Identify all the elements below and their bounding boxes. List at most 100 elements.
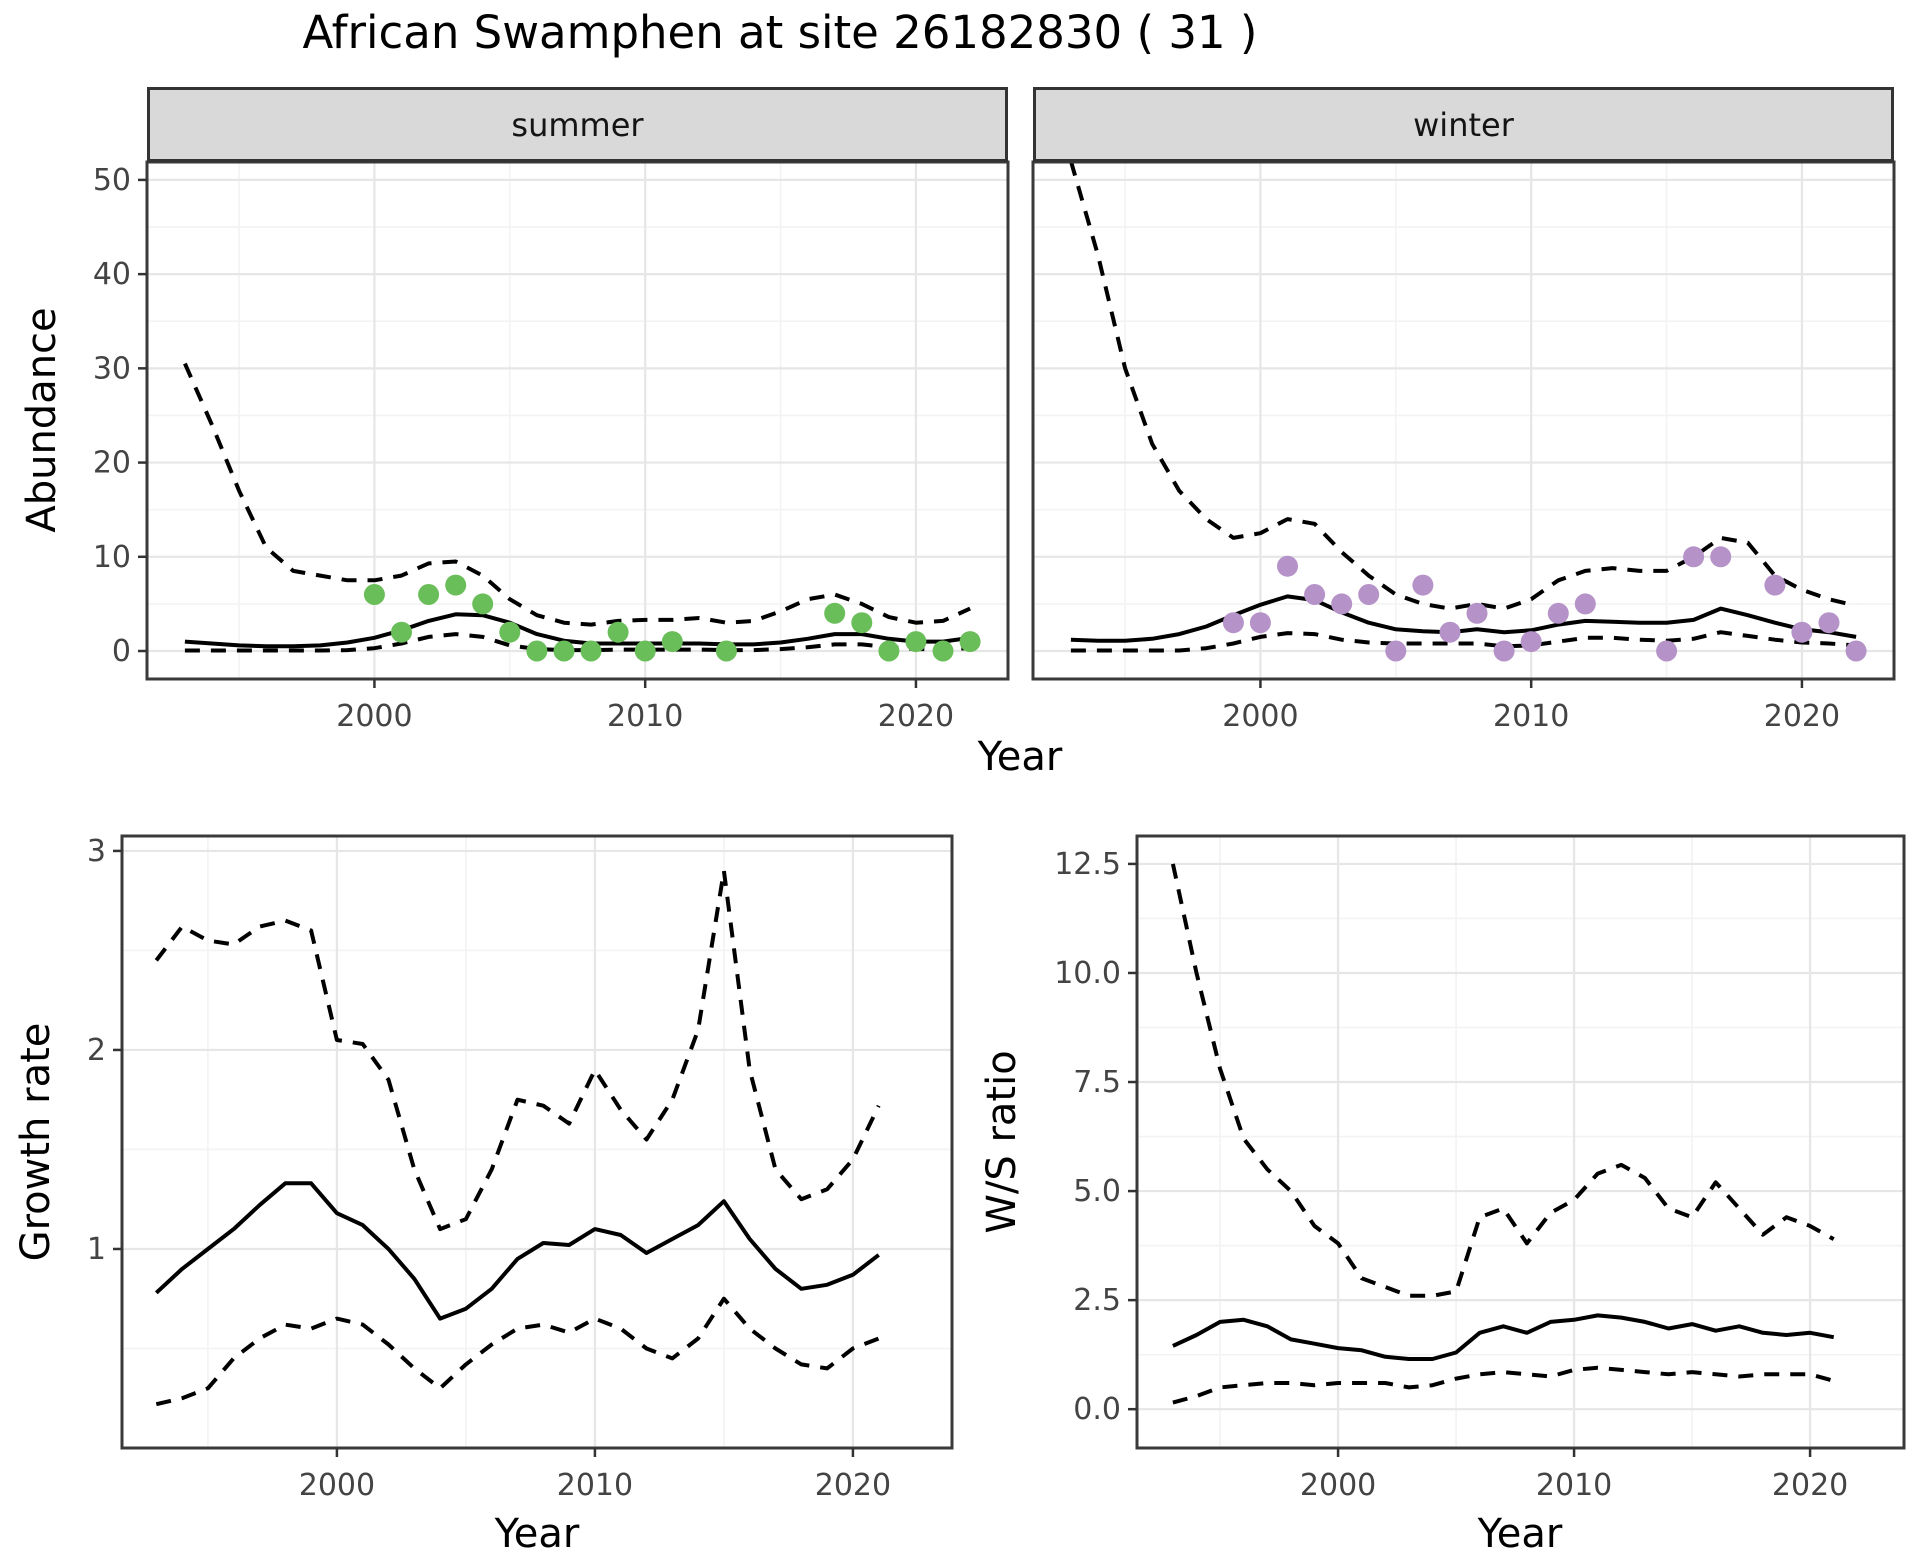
fit-line	[1070, 594, 1857, 643]
x-tick-label: 2020	[815, 1468, 891, 1503]
lower-ci-line	[184, 632, 971, 653]
observation-point	[634, 640, 656, 662]
observation-point	[1547, 602, 1569, 624]
lower-ci-line	[1172, 1365, 1835, 1405]
observation-point	[1764, 574, 1786, 596]
observation-point	[607, 621, 629, 643]
y-tick-label: 10.0	[1054, 956, 1121, 991]
data-marks	[183, 362, 981, 662]
panel-background	[147, 162, 1008, 679]
upper-ci-line	[1069, 162, 1857, 611]
ratio-y-axis-title: W/S ratio	[979, 1050, 1025, 1234]
growth-y-axis-title: Growth rate	[13, 1022, 59, 1262]
y-tick-label: 20	[93, 446, 131, 481]
y-tick-label: 12.5	[1054, 847, 1121, 882]
observation-point	[1331, 593, 1353, 615]
y-tick-label: 5.0	[1073, 1174, 1121, 1209]
y-tick-label: 7.5	[1073, 1065, 1121, 1100]
x-tick-label: 2020	[1772, 1468, 1848, 1503]
observation-point	[1791, 621, 1813, 643]
observation-point	[1439, 621, 1461, 643]
observation-point	[905, 631, 927, 653]
panel-background	[122, 836, 952, 1448]
panel-border	[120, 834, 954, 1450]
observation-point	[1574, 593, 1596, 615]
observation-point	[878, 640, 900, 662]
panel-background	[1137, 836, 1904, 1448]
y-tick-label: 1	[87, 1232, 106, 1267]
y-tick-label: 0.0	[1073, 1392, 1121, 1427]
fit-line	[154, 1181, 880, 1321]
observation-point	[1493, 640, 1515, 662]
gridlines-minor	[1137, 836, 1904, 1448]
x-tick-label: 2020	[1764, 699, 1840, 734]
observation-point	[1656, 640, 1678, 662]
axis-ticks	[113, 849, 855, 1457]
panel-ws-ratio: 2000 2010 2020 0.0 2.5 5.0 7.5 10.0 12.5	[1054, 834, 1906, 1503]
panel-abundance-winter: 2000 2010 2020	[1031, 160, 1896, 734]
observation-point	[1304, 584, 1326, 605]
fit-line	[184, 612, 971, 649]
observation-point	[1358, 584, 1380, 605]
y-tick-label: 30	[93, 351, 131, 386]
data-marks	[1170, 863, 1835, 1405]
observation-point	[661, 631, 683, 653]
observation-point	[959, 631, 981, 653]
y-tick-label: 2.5	[1073, 1283, 1121, 1318]
panel-growth-rate: 2000 2010 2020 1 2 3	[87, 834, 954, 1503]
observation-point	[715, 640, 737, 662]
gridlines-minor	[122, 836, 952, 1448]
observation-point	[824, 602, 846, 624]
panel-abundance-summer: 2000 2010 2020 0 10 20 30 40 50	[93, 160, 1010, 734]
y-tick-label: 50	[93, 163, 131, 198]
observation-point	[445, 574, 467, 596]
facet-strip-summer: summer	[147, 87, 1008, 162]
abundance-x-axis-title: Year	[977, 734, 1063, 780]
observation-point	[472, 593, 494, 615]
x-tick-label: 2010	[557, 1468, 633, 1503]
growth-x-axis-title: Year	[494, 1511, 580, 1557]
observation-point	[1412, 574, 1434, 596]
abundance-y-axis-title: Abundance	[19, 307, 65, 533]
upper-ci-line	[183, 362, 971, 627]
observation-point	[1845, 640, 1867, 662]
observation-point	[418, 584, 440, 605]
observation-point	[1683, 546, 1705, 568]
y-tick-label: 3	[87, 834, 106, 869]
x-tick-label: 2010	[1493, 699, 1569, 734]
x-tick-label: 2000	[299, 1468, 375, 1503]
x-tick-label: 2010	[607, 699, 683, 734]
y-tick-label: 2	[87, 1033, 106, 1068]
observation-point	[1466, 602, 1488, 624]
data-marks	[1069, 162, 1867, 662]
observation-point	[1710, 546, 1732, 568]
observation-point	[526, 640, 548, 662]
observation-point	[851, 612, 873, 634]
observed-abundance-summer-points	[363, 574, 981, 662]
panel-border	[1135, 834, 1906, 1450]
y-tick-label: 0	[112, 634, 131, 669]
panel-border	[1031, 160, 1896, 681]
panel-border	[145, 160, 1010, 681]
data-marks	[154, 868, 881, 1407]
observation-point	[1385, 640, 1407, 662]
observation-point	[1277, 555, 1298, 577]
fit-line	[1172, 1313, 1835, 1361]
panel-background	[1033, 162, 1894, 679]
facet-strip-summer-label: summer	[511, 105, 644, 144]
upper-ci-line	[1170, 863, 1835, 1298]
x-tick-label: 2000	[1222, 699, 1298, 734]
lower-ci-line	[155, 1296, 880, 1407]
observation-point	[580, 640, 602, 662]
observation-point	[932, 640, 954, 662]
upper-ci-line	[154, 868, 881, 1232]
y-tick-label: 40	[93, 257, 131, 292]
observation-point	[499, 621, 521, 643]
gridlines-minor	[1033, 162, 1894, 679]
ratio-x-axis-title: Year	[1477, 1511, 1563, 1557]
observation-point	[553, 640, 575, 662]
x-tick-label: 2010	[1536, 1468, 1612, 1503]
gridlines-major	[1137, 836, 1904, 1448]
